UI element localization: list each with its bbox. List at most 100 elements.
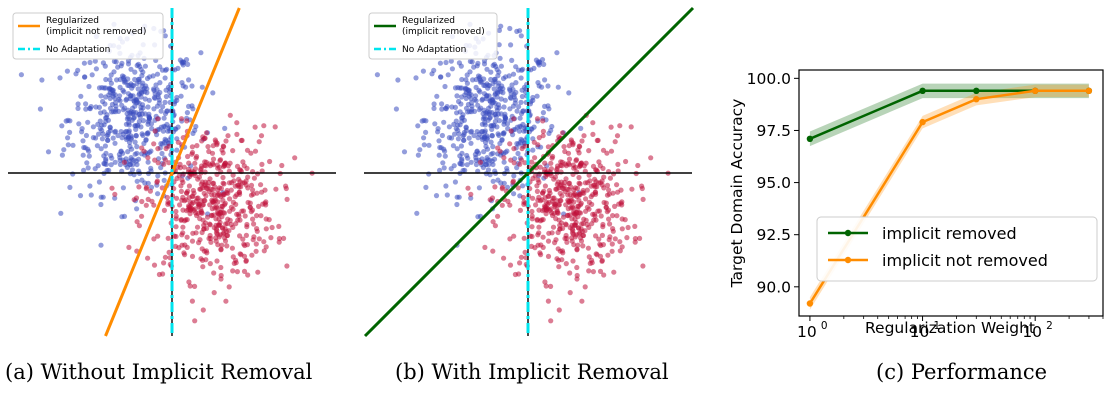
panel-b-point bbox=[507, 87, 513, 93]
panel-a-point bbox=[117, 157, 123, 163]
panel-a-point bbox=[143, 137, 149, 143]
panel-b-point bbox=[608, 148, 615, 154]
panel-b-point bbox=[456, 194, 462, 200]
panel-b-point bbox=[529, 216, 535, 222]
panel-b-point bbox=[474, 148, 480, 154]
panel-c-legend-implicit-not-removed-marker bbox=[844, 256, 852, 264]
panel-a-point bbox=[140, 118, 146, 124]
panel-b-point bbox=[536, 207, 542, 213]
panel-a-point bbox=[233, 201, 239, 207]
panel-b-point bbox=[439, 106, 445, 112]
panel-b-point bbox=[576, 197, 582, 203]
panel-b-point bbox=[564, 239, 570, 245]
panel-b-point bbox=[503, 74, 509, 80]
panel-b-point bbox=[481, 149, 487, 155]
panel-b-point bbox=[588, 194, 594, 200]
panel-a-point bbox=[98, 110, 104, 116]
panel-a-point bbox=[241, 268, 248, 274]
panel-a-point bbox=[112, 96, 118, 102]
panel-a-point bbox=[189, 194, 195, 200]
panel-b-point bbox=[534, 217, 540, 223]
panel-a-point bbox=[256, 139, 262, 145]
panel-b-point bbox=[553, 201, 559, 207]
panel-b-point bbox=[574, 276, 580, 282]
panel-a-point bbox=[219, 242, 225, 248]
panel-a-point bbox=[67, 129, 73, 135]
panel-a-point bbox=[155, 91, 161, 98]
panel-b-point bbox=[548, 283, 554, 289]
panel-a-point bbox=[185, 61, 191, 67]
panel-b-point bbox=[495, 213, 501, 219]
panel-b-point bbox=[487, 98, 493, 105]
panel-b-point bbox=[519, 87, 525, 93]
panel-a-point bbox=[213, 230, 220, 236]
panel-a-point bbox=[152, 128, 158, 134]
panel-a-point bbox=[237, 217, 243, 223]
panel-b-point bbox=[612, 203, 618, 209]
panel-b-point bbox=[533, 202, 539, 208]
panel-a-point bbox=[76, 121, 82, 127]
panel-a-point bbox=[203, 130, 210, 136]
panel-a-point bbox=[226, 284, 232, 290]
panel-b-point bbox=[590, 131, 596, 137]
panel-a-regularized-line bbox=[104, 7, 241, 337]
panel-a-point bbox=[238, 252, 244, 258]
panel-a-point bbox=[119, 60, 125, 66]
panel-a-point bbox=[177, 202, 183, 208]
panel-b-point bbox=[522, 143, 528, 149]
panel-a-legend-regularized-label: Regularized bbox=[46, 16, 99, 26]
panel-b-point bbox=[539, 84, 545, 90]
panel-b-point bbox=[545, 144, 552, 150]
panel-a-point bbox=[236, 184, 242, 190]
panel-a-point bbox=[199, 138, 205, 144]
panel-a-point bbox=[117, 161, 123, 168]
panel-b-point bbox=[557, 190, 563, 196]
panel-b-point bbox=[583, 217, 589, 223]
panel-b-point bbox=[582, 284, 588, 290]
panel-a-point bbox=[75, 101, 81, 107]
panel-a-point bbox=[145, 255, 151, 261]
panel-a-point bbox=[206, 179, 212, 185]
panel-b-point bbox=[550, 224, 557, 230]
panel-b-point bbox=[555, 257, 562, 263]
panel-a-point bbox=[269, 224, 275, 231]
panel-b-point bbox=[540, 234, 546, 240]
panel-a-point bbox=[204, 214, 211, 220]
panel-a-point bbox=[189, 298, 195, 304]
panel-a-point bbox=[92, 58, 98, 64]
panel-b-point bbox=[436, 138, 442, 144]
panel-c-implicit-not-removed-point bbox=[1032, 87, 1039, 95]
panel-b-point bbox=[540, 110, 547, 116]
panel-b-point bbox=[492, 184, 498, 190]
panel-b-point bbox=[608, 124, 614, 130]
panel-a-point bbox=[211, 191, 217, 197]
panel-b-point bbox=[468, 129, 474, 135]
panel-a-point bbox=[129, 146, 135, 152]
panel-b-point bbox=[529, 126, 535, 132]
panel-a-point bbox=[112, 140, 118, 146]
panel-a-point bbox=[198, 50, 204, 56]
panel-a-point bbox=[258, 133, 265, 139]
panel-a-point bbox=[197, 201, 203, 207]
panel-b-point bbox=[468, 191, 474, 197]
panel-b-point bbox=[520, 108, 526, 114]
panel-b-point bbox=[450, 143, 456, 149]
panel-a-point bbox=[98, 242, 104, 248]
panel-b-point bbox=[490, 178, 496, 184]
panel-a-point bbox=[161, 207, 167, 213]
panel-b-legend: Regularized (implicit removed) No Adapta… bbox=[368, 12, 498, 60]
panel-a-point bbox=[253, 248, 259, 254]
panel-b-point bbox=[568, 198, 575, 204]
panel-a-point bbox=[159, 150, 165, 157]
panel-a-point bbox=[125, 114, 131, 120]
panel-b-point bbox=[596, 159, 602, 165]
panel-a-point bbox=[186, 103, 192, 109]
panel-a-point bbox=[161, 177, 167, 183]
panel-b-point bbox=[508, 42, 514, 48]
panel-a-point bbox=[100, 194, 106, 200]
panel-a-point bbox=[184, 234, 190, 240]
panel-b-point bbox=[488, 151, 494, 157]
panel-b-point bbox=[549, 123, 555, 130]
panel-b-point bbox=[482, 128, 488, 134]
panel-b-point bbox=[475, 214, 481, 220]
